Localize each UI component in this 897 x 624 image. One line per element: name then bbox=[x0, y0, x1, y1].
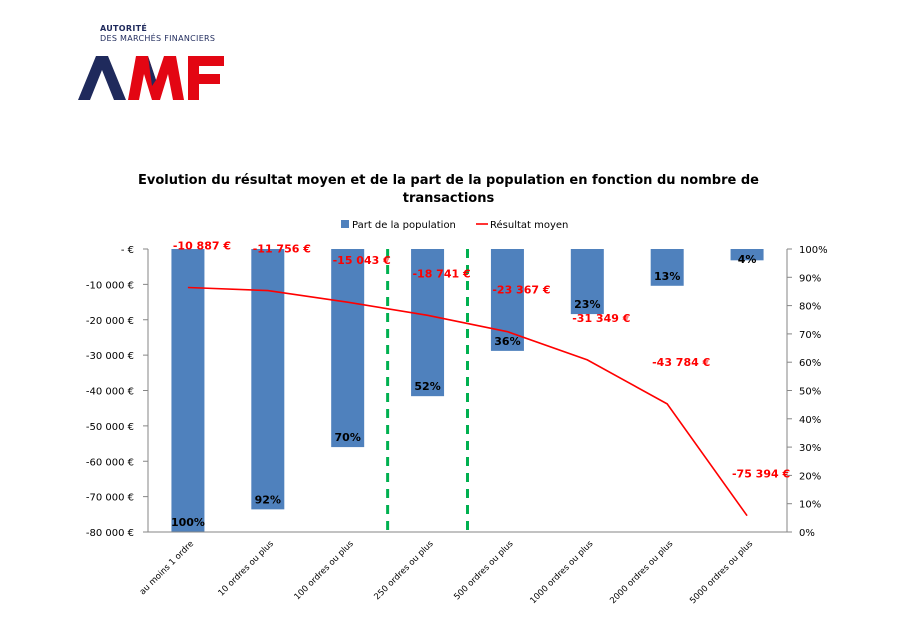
legend-swatch-bars bbox=[341, 220, 349, 228]
logo-tagline: AUTORITÉ DES MARCHÉS FINANCIERS bbox=[100, 24, 215, 44]
category-tick-label: 100 ordres ou plus bbox=[293, 539, 357, 603]
right-axis-tick-label: 90% bbox=[799, 273, 821, 284]
line-data-label: -10 887 € bbox=[173, 240, 231, 253]
bar-data-label: 13% bbox=[654, 270, 680, 283]
right-axis-tick-label: 100% bbox=[799, 245, 828, 256]
bar bbox=[650, 249, 684, 286]
bar bbox=[570, 249, 604, 315]
category-tick-label: 1000 ordres ou plus bbox=[528, 539, 595, 606]
category-tick-label: 500 ordres ou plus bbox=[452, 539, 516, 603]
left-axis-tick-label: -30 000 € bbox=[86, 351, 134, 362]
left-axis-tick-label: -40 000 € bbox=[86, 387, 134, 398]
left-axis-tick-label: -80 000 € bbox=[86, 528, 134, 539]
bar-data-label: 52% bbox=[414, 380, 440, 393]
bar bbox=[490, 249, 524, 351]
chart-title-line-2: transactions bbox=[402, 191, 495, 206]
bar-data-label: 92% bbox=[255, 493, 281, 506]
line-data-label: -23 367 € bbox=[492, 284, 550, 297]
category-tick-label: 5000 ordres ou plus bbox=[688, 539, 755, 606]
bar bbox=[730, 249, 764, 261]
category-tick-label: 2000 ordres ou plus bbox=[608, 539, 675, 606]
right-axis-tick-label: 20% bbox=[799, 471, 821, 482]
chart-title-line-1: Evolution du résultat moyen et de la par… bbox=[138, 173, 759, 188]
line-data-label: -75 394 € bbox=[732, 468, 790, 481]
logo-mark-icon bbox=[78, 56, 224, 100]
category-tick-label: 250 ordres ou plus bbox=[372, 539, 436, 603]
bar-data-label: 36% bbox=[494, 335, 520, 348]
bar bbox=[171, 249, 205, 532]
legend-label-line: Résultat moyen bbox=[490, 219, 568, 231]
line-data-label: -11 756 € bbox=[253, 243, 311, 256]
legend-label-bars: Part de la population bbox=[352, 220, 456, 231]
left-axis-tick-label: -10 000 € bbox=[86, 280, 134, 291]
right-axis-tick-label: 30% bbox=[799, 443, 821, 454]
logo-tagline-line-1: AUTORITÉ bbox=[100, 24, 148, 33]
right-axis-tick-label: 0% bbox=[799, 528, 815, 539]
line-data-label: -18 741 € bbox=[412, 267, 470, 280]
bar bbox=[331, 249, 365, 448]
left-axis-tick-label: -20 000 € bbox=[86, 316, 134, 327]
category-tick-label: au moins 1 ordre bbox=[138, 539, 196, 597]
right-axis-tick-label: 80% bbox=[799, 302, 821, 313]
line-series-resultat-moyen bbox=[187, 286, 748, 517]
bar-data-label: 23% bbox=[574, 298, 600, 311]
line-data-label: -31 349 € bbox=[572, 312, 630, 325]
right-axis-tick-label: 50% bbox=[799, 387, 821, 398]
bar-data-label: 100% bbox=[171, 516, 205, 529]
left-axis-tick-label: -70 000 € bbox=[86, 493, 134, 504]
line-data-label: -15 043 € bbox=[333, 254, 391, 267]
left-axis-tick-label: - € bbox=[121, 245, 134, 256]
right-axis-tick-label: 10% bbox=[799, 500, 821, 511]
amf-logo: AUTORITÉ DES MARCHÉS FINANCIERS bbox=[78, 24, 238, 104]
bar bbox=[411, 249, 445, 397]
left-axis-tick-label: -50 000 € bbox=[86, 422, 134, 433]
chart-title: Evolution du résultat moyen et de la par… bbox=[0, 172, 897, 208]
bar-data-label: 4% bbox=[738, 253, 757, 266]
right-axis-tick-label: 60% bbox=[799, 358, 821, 369]
bar bbox=[251, 249, 285, 510]
right-axis-tick-label: 70% bbox=[799, 330, 821, 341]
category-tick-label: 10 ordres ou plus bbox=[217, 539, 277, 599]
line-data-label: -43 784 € bbox=[652, 356, 710, 369]
right-axis-tick-label: 40% bbox=[799, 415, 821, 426]
left-axis-tick-label: -60 000 € bbox=[86, 457, 134, 468]
logo-tagline-line-2: DES MARCHÉS FINANCIERS bbox=[100, 34, 216, 43]
bar-data-label: 70% bbox=[335, 431, 361, 444]
